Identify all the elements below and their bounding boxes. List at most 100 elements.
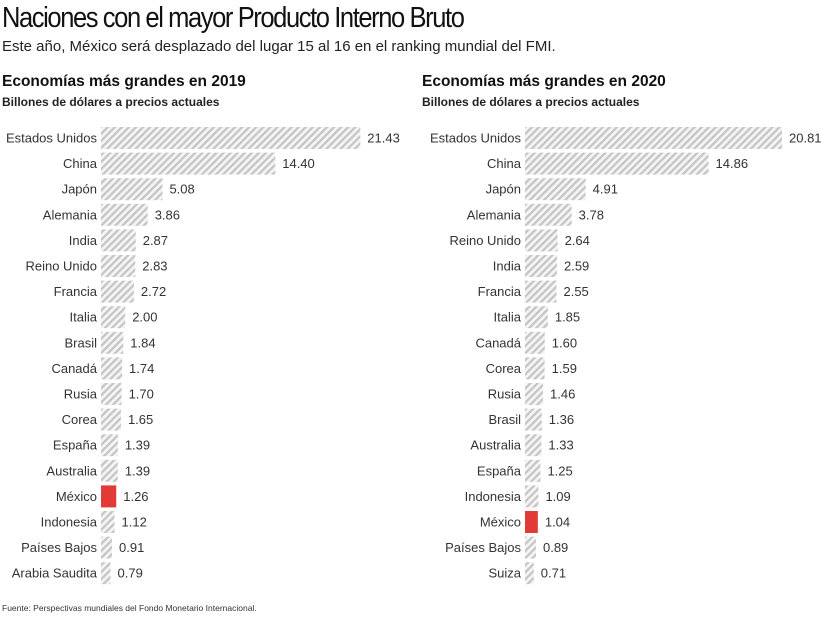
value-label: 21.43 (367, 131, 400, 146)
value-label: 1.85 (555, 310, 580, 325)
category-label: España (477, 463, 522, 478)
bar (101, 229, 136, 252)
category-label: Arabia Saudita (12, 566, 98, 581)
bar (101, 127, 361, 149)
bar (525, 408, 542, 431)
category-label: China (63, 156, 98, 171)
bar (101, 536, 113, 559)
value-label: 2.55 (563, 284, 588, 299)
value-label: 2.64 (565, 233, 590, 248)
bar (101, 178, 163, 201)
value-label: 1.33 (548, 438, 573, 453)
bar (101, 152, 276, 175)
bar (101, 357, 123, 380)
category-label: Francia (478, 284, 522, 299)
bar (101, 383, 122, 405)
category-label: Australia (46, 463, 97, 478)
category-label: Suiza (488, 566, 521, 581)
value-label: 5.08 (169, 182, 194, 197)
category-label: Rusia (488, 387, 522, 402)
category-label: Reino Unido (449, 233, 521, 248)
bar (525, 203, 572, 226)
category-label: Italia (70, 310, 98, 325)
value-label: 1.70 (129, 387, 154, 402)
value-label: 1.39 (125, 438, 150, 453)
value-label: 1.25 (547, 463, 572, 478)
chart-title-2020: Economías más grandes en 2020 (422, 73, 666, 90)
category-label: Indonesia (465, 489, 522, 504)
value-label: 3.78 (579, 207, 604, 222)
category-label: China (487, 156, 522, 171)
bar (101, 408, 121, 431)
category-label: India (69, 233, 98, 248)
category-label: Corea (62, 412, 98, 427)
value-label: 0.91 (119, 540, 144, 555)
category-label: Países Bajos (21, 540, 97, 555)
bar (525, 331, 545, 354)
category-label: Países Bajos (445, 540, 521, 555)
page-title: Naciones con el mayor Producto Interno B… (2, 2, 465, 34)
value-label: 1.04 (545, 515, 570, 530)
value-label: 1.46 (550, 387, 575, 402)
bar (101, 203, 148, 226)
category-label: Australia (470, 438, 521, 453)
value-label: 2.83 (142, 259, 167, 274)
bar (525, 178, 586, 201)
value-label: 1.60 (552, 335, 577, 350)
bar (525, 562, 534, 585)
category-label: Brasil (488, 412, 521, 427)
value-label: 14.40 (282, 156, 315, 171)
bar (101, 459, 118, 482)
bar (525, 229, 558, 252)
bar (101, 306, 126, 329)
category-label: Canadá (51, 361, 97, 376)
bar (525, 255, 557, 277)
category-label: Japón (486, 182, 521, 197)
bar (101, 562, 111, 585)
category-label: Reino Unido (25, 259, 97, 274)
bar (525, 434, 542, 457)
bar (101, 511, 115, 533)
value-label: 2.87 (143, 233, 168, 248)
bar (525, 280, 557, 303)
value-label: 0.71 (541, 566, 566, 581)
category-label: Canadá (475, 335, 521, 350)
category-label: Indonesia (41, 515, 98, 530)
value-label: 3.86 (155, 207, 180, 222)
value-label: 1.84 (130, 335, 155, 350)
category-label: Japón (62, 182, 97, 197)
category-label: Rusia (64, 387, 98, 402)
value-label: 2.59 (564, 259, 589, 274)
value-label: 1.39 (125, 463, 150, 478)
source-note: Fuente: Perspectivas mundiales del Fondo… (2, 603, 257, 613)
value-label: 0.89 (543, 540, 568, 555)
category-label: Francia (54, 284, 98, 299)
category-label: Corea (486, 361, 522, 376)
bar (525, 383, 544, 405)
category-label: México (480, 515, 521, 530)
bar (525, 152, 709, 175)
value-label: 1.65 (128, 412, 153, 427)
value-label: 1.26 (123, 489, 148, 504)
bar (101, 434, 118, 457)
value-label: 1.36 (549, 412, 574, 427)
bar (525, 306, 548, 329)
value-label: 1.12 (122, 515, 147, 530)
value-label: 0.79 (118, 566, 143, 581)
value-label: 4.91 (593, 182, 618, 197)
value-label: 1.74 (129, 361, 154, 376)
bar-highlight (101, 485, 117, 508)
bar (525, 357, 545, 380)
bar (525, 459, 541, 482)
chart-title-2019: Economías más grandes en 2019 (2, 73, 246, 90)
category-label: España (53, 438, 98, 453)
category-label: India (493, 259, 522, 274)
value-label: 1.09 (545, 489, 570, 504)
category-label: Estados Unidos (6, 131, 98, 146)
category-label: Estados Unidos (430, 131, 522, 146)
category-label: Alemania (43, 207, 98, 222)
bar-highlight (525, 511, 538, 533)
bar (101, 280, 134, 303)
value-label: 2.72 (141, 284, 166, 299)
category-label: Alemania (467, 207, 522, 222)
